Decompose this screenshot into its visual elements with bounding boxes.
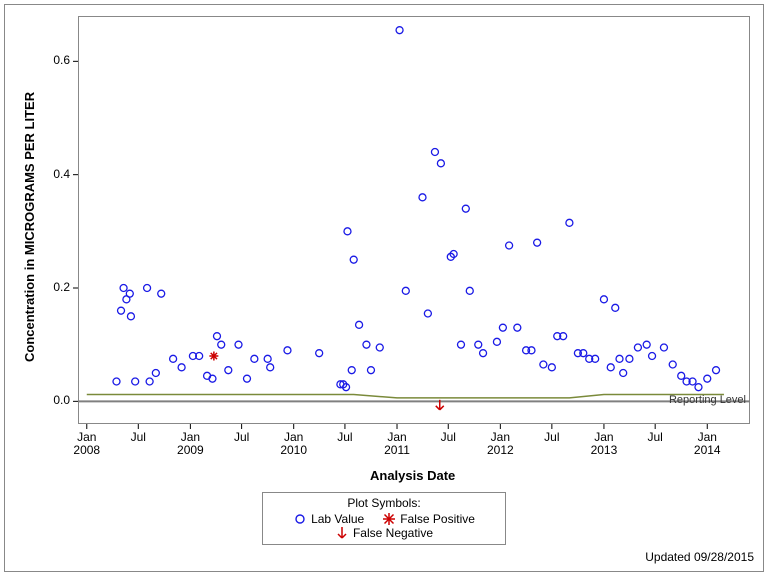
x-tick-label: Jan2009 [170, 431, 210, 457]
reporting-level-label: Reporting Level [669, 394, 746, 406]
legend-label: False Negative [353, 526, 433, 540]
legend-item-lab-value: Lab Value [293, 512, 364, 526]
x-tick-label: Jul [118, 431, 158, 444]
updated-text: Updated 09/28/2015 [645, 550, 754, 564]
asterisk-icon [382, 512, 396, 526]
x-tick-label: Jul [325, 431, 365, 444]
y-tick-label: 0.0 [53, 394, 70, 407]
legend-label: False Positive [400, 512, 475, 526]
x-tick-label: Jul [635, 431, 675, 444]
x-tick-label: Jul [222, 431, 262, 444]
x-tick-label: Jan2014 [687, 431, 727, 457]
y-tick-label: 0.6 [53, 54, 70, 67]
legend: Plot Symbols: Lab Value False Positive [262, 492, 506, 545]
x-tick-label: Jan2008 [67, 431, 107, 457]
y-axis-label: Concentration in MICROGRAMS PER LITER [22, 92, 37, 362]
circle-icon [293, 512, 307, 526]
y-tick-label: 0.4 [53, 168, 70, 181]
legend-item-false-negative: False Negative [335, 526, 433, 540]
x-tick-label: Jul [532, 431, 572, 444]
y-tick-label: 0.2 [53, 281, 70, 294]
legend-item-false-positive: False Positive [382, 512, 475, 526]
x-tick-label: Jan2013 [584, 431, 624, 457]
x-tick-label: Jan2010 [274, 431, 314, 457]
chart-svg [0, 0, 768, 576]
legend-label: Lab Value [311, 512, 364, 526]
x-axis-label: Analysis Date [370, 468, 455, 483]
arrow-down-icon [335, 526, 349, 540]
x-tick-label: Jan2011 [377, 431, 417, 457]
x-tick-label: Jul [428, 431, 468, 444]
x-tick-label: Jan2012 [480, 431, 520, 457]
legend-title: Plot Symbols: [271, 496, 497, 510]
